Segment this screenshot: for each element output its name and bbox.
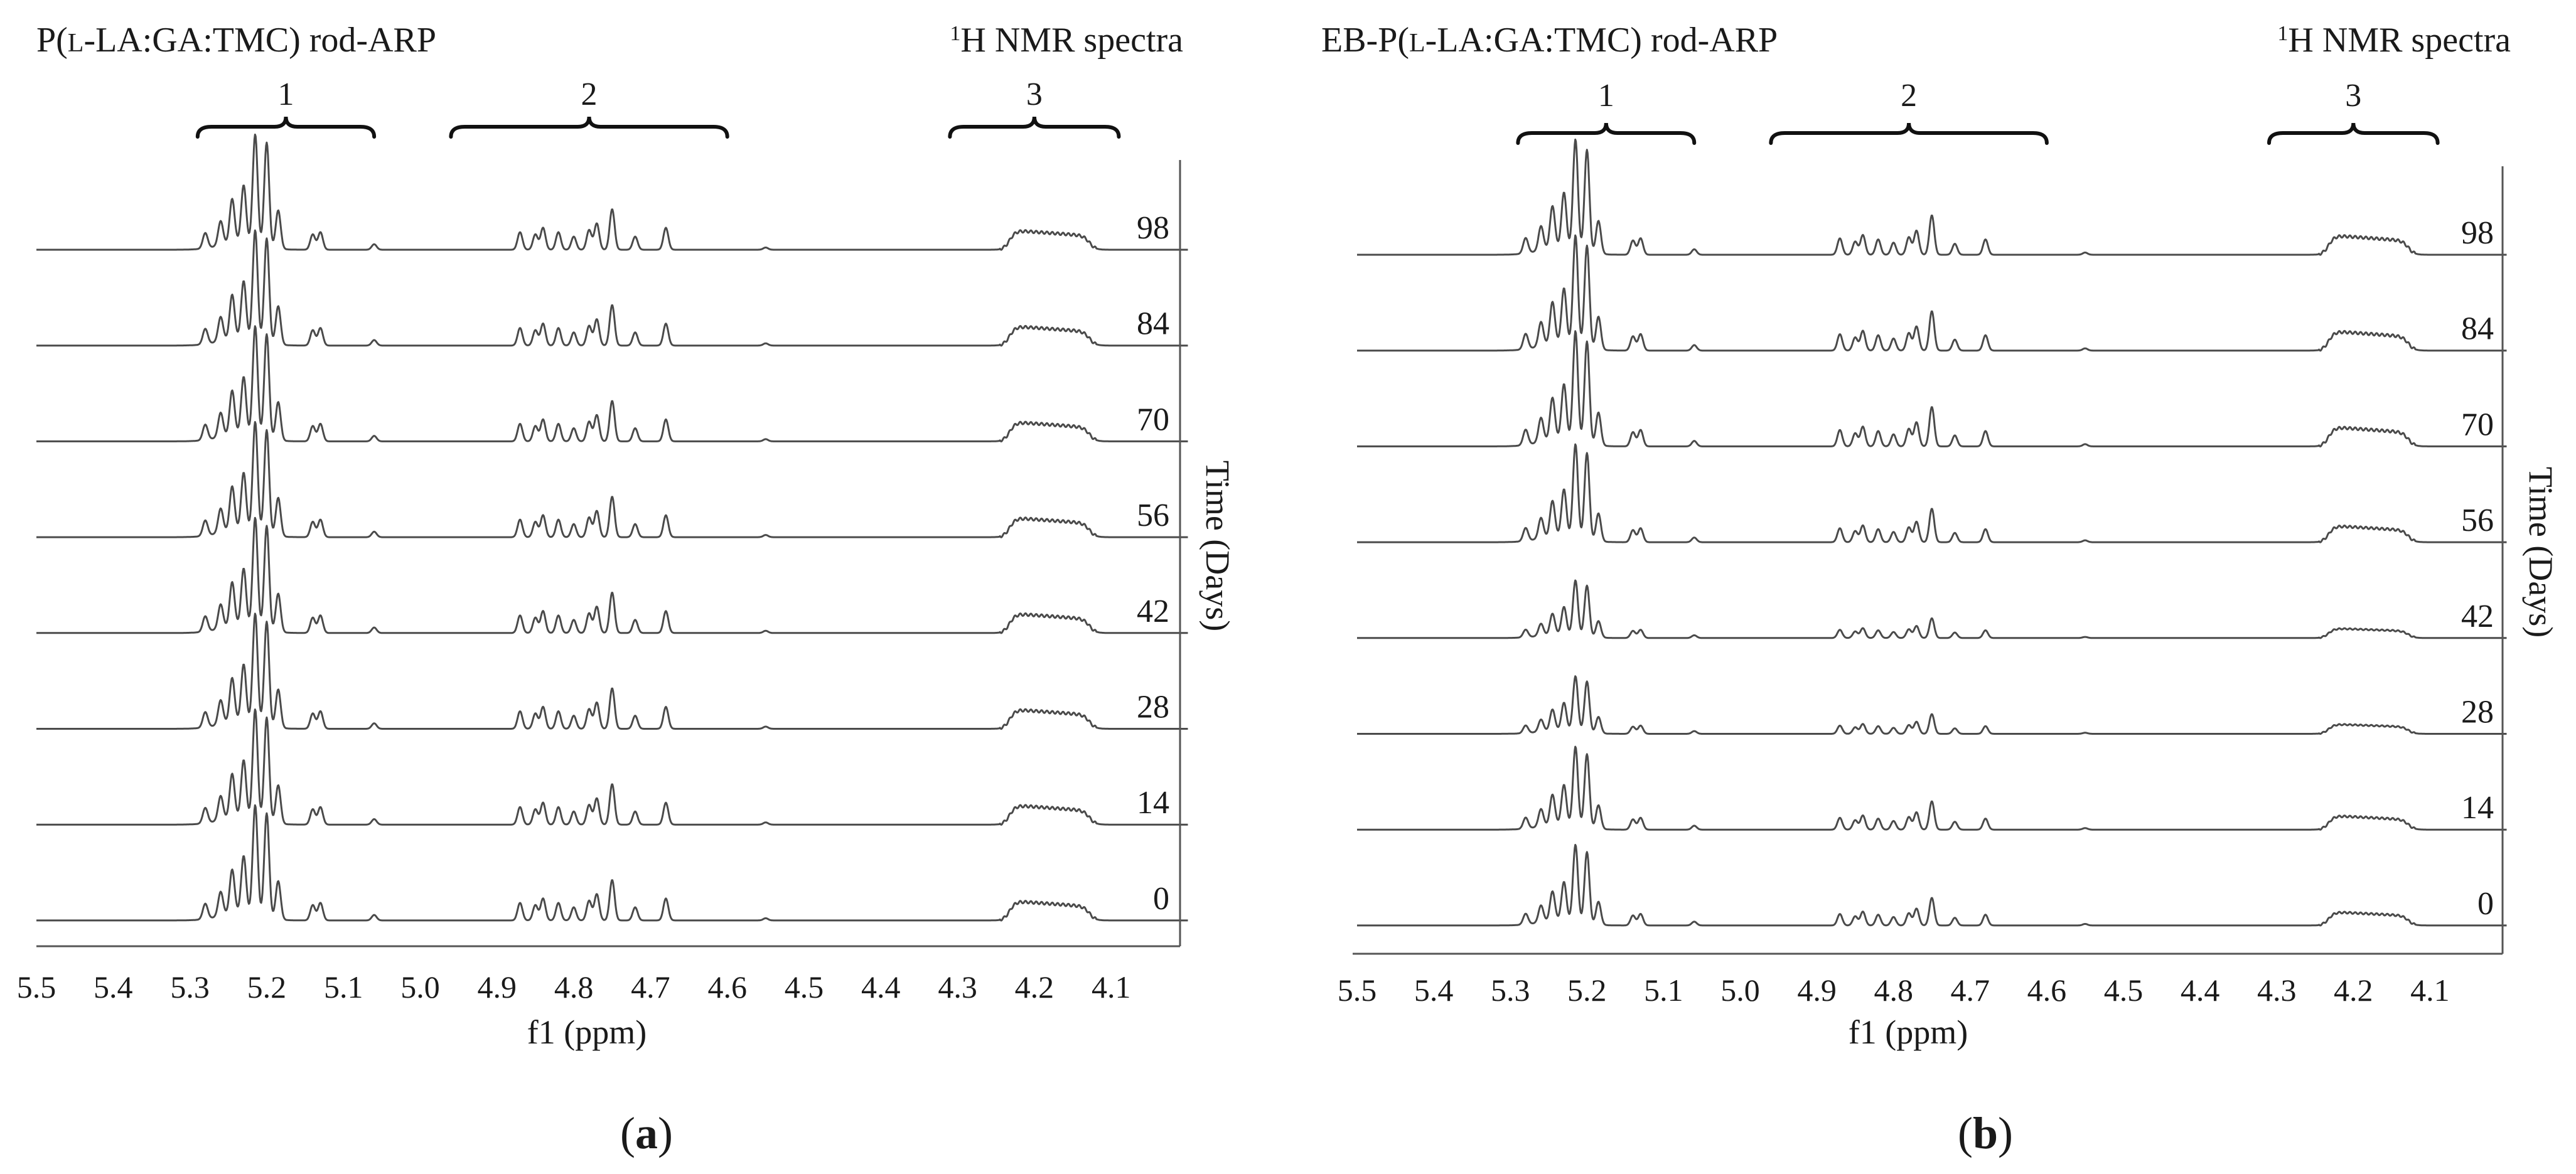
x-tick-label: 4.7: [631, 969, 670, 1005]
x-tick-label: 5.0: [1720, 973, 1760, 1008]
spectrum-day-28: [36, 612, 1188, 730]
day-label: 84: [2461, 311, 2494, 347]
region-brace: [1769, 122, 2049, 145]
day-label: 28: [2461, 695, 2494, 730]
x-tick-label: 5.5: [17, 969, 56, 1005]
spectrum-day-56: [36, 421, 1188, 538]
day-label: 84: [1137, 306, 1169, 342]
region-label: 3: [1026, 77, 1043, 112]
panel-b-title: EB-P(l-LA:GA:TMC) rod-ARP: [1321, 21, 1778, 60]
spectrum-day-28: [1356, 675, 2507, 735]
day-label: 56: [2461, 503, 2494, 538]
panel-a-caption: (a): [620, 1108, 673, 1158]
x-axis-label: f1 (ppm): [1849, 1013, 1968, 1051]
x-tick-label: 4.8: [1874, 973, 1913, 1008]
y-axis-label: Time (Days): [1199, 461, 1237, 632]
spectrum-day-42: [1356, 579, 2507, 639]
region-label: 1: [1598, 78, 1614, 114]
spectrum-day-84: [36, 229, 1188, 347]
x-tick-label: 4.3: [2257, 973, 2297, 1008]
x-tick-label: 5.0: [400, 969, 440, 1005]
region-label: 2: [1901, 78, 1917, 114]
spectrum-day-42: [36, 516, 1188, 634]
x-tick-label: 4.1: [2410, 973, 2450, 1008]
x-tick-label: 5.2: [1567, 973, 1607, 1008]
spectrum-day-0: [1356, 843, 2507, 927]
y-axis-label: Time (Days): [2522, 467, 2560, 638]
panel-b: EB-P(l-LA:GA:TMC) rod-ARP 1H NMR spectra…: [1321, 21, 2560, 1158]
x-tick-label: 5.1: [1644, 973, 1683, 1008]
panel-a: P(l-LA:GA:TMC) rod-ARP 1H NMR spectra 1 2…: [17, 21, 1237, 1158]
day-label: 14: [1137, 785, 1169, 821]
spectrum-day-56: [1356, 443, 2507, 543]
day-label: 0: [1153, 881, 1169, 917]
region-brace: [2267, 122, 2440, 145]
region-label: 1: [277, 77, 294, 112]
region-brace: [948, 116, 1121, 139]
day-label: 42: [2461, 599, 2494, 634]
panel-b-spectrum-label: 1H NMR spectra: [2277, 21, 2511, 60]
spectrum-day-84: [1356, 234, 2507, 352]
day-label: 98: [2461, 215, 2494, 251]
x-tick-label: 5.5: [1338, 973, 1377, 1008]
panel-a-title: P(l-LA:GA:TMC) rod-ARP: [36, 21, 436, 60]
spectrum-day-98: [1356, 138, 2507, 256]
x-tick-label: 5.3: [170, 969, 210, 1005]
region-braces: 1 2 3: [195, 77, 1121, 139]
x-tick-label: 4.5: [785, 969, 824, 1005]
x-tick-label: 4.1: [1092, 969, 1131, 1005]
region-label: 2: [581, 77, 598, 112]
x-tick-label: 4.9: [1797, 973, 1837, 1008]
spectrum-day-70: [1356, 330, 2507, 448]
spectra-traces: [36, 133, 1188, 922]
region-braces: 1 2 3: [1516, 78, 2440, 145]
region-brace: [195, 116, 377, 139]
x-tick-label: 5.1: [324, 969, 363, 1005]
spectrum-day-0: [36, 804, 1188, 922]
x-tick-label: 5.2: [247, 969, 287, 1005]
spectrum-day-14: [36, 708, 1188, 826]
region-label: 3: [2345, 78, 2361, 114]
panel-a-spectrum-label: 1H NMR spectra: [950, 21, 1183, 60]
region-brace: [449, 116, 729, 139]
x-tick-label: 5.3: [1491, 973, 1530, 1008]
x-tick-label: 4.4: [861, 969, 901, 1005]
x-tick-label: 4.8: [554, 969, 594, 1005]
x-tick-label: 4.2: [2334, 973, 2373, 1008]
day-label: 70: [2461, 407, 2494, 442]
x-tick-label: 4.3: [938, 969, 977, 1005]
x-axis-label: f1 (ppm): [527, 1013, 647, 1051]
x-tick-label: 5.4: [94, 969, 133, 1005]
x-tick-label: 4.2: [1015, 969, 1055, 1005]
day-label: 70: [1137, 402, 1169, 437]
x-ticks: 5.5 5.4 5.3 5.2 5.1 5.0 4.9 4.8 4.7 4.6 4.5 4.4 4.3 4…: [1338, 973, 2450, 1008]
spectra-traces: [1356, 138, 2507, 927]
x-tick-label: 4.6: [707, 969, 747, 1005]
day-labels: 98 84 70 56 42 28 14 0: [2461, 215, 2494, 922]
day-label: 0: [2477, 886, 2494, 922]
panel-b-caption: (b): [1958, 1108, 2013, 1158]
x-tick-label: 4.4: [2181, 973, 2220, 1008]
spectrum-day-14: [1356, 745, 2507, 831]
region-brace: [1516, 122, 1697, 145]
spectrum-day-98: [36, 133, 1188, 251]
day-labels: 98 84 70 56 42 28 14 0: [1137, 210, 1169, 917]
x-tick-label: 4.9: [478, 969, 517, 1005]
x-tick-label: 4.7: [1951, 973, 1990, 1008]
day-label: 14: [2461, 790, 2494, 826]
x-ticks: 5.5 5.4 5.3 5.2 5.1 5.0 4.9 4.8 4.7 4.6 4.5 4.4 4.3 4…: [17, 969, 1131, 1005]
day-label: 42: [1137, 594, 1169, 629]
day-label: 98: [1137, 210, 1169, 246]
x-tick-label: 4.5: [2104, 973, 2144, 1008]
day-label: 28: [1137, 690, 1169, 725]
spectrum-day-70: [36, 325, 1188, 443]
x-tick-label: 5.4: [1414, 973, 1454, 1008]
day-label: 56: [1137, 498, 1169, 533]
x-tick-label: 4.6: [2027, 973, 2067, 1008]
